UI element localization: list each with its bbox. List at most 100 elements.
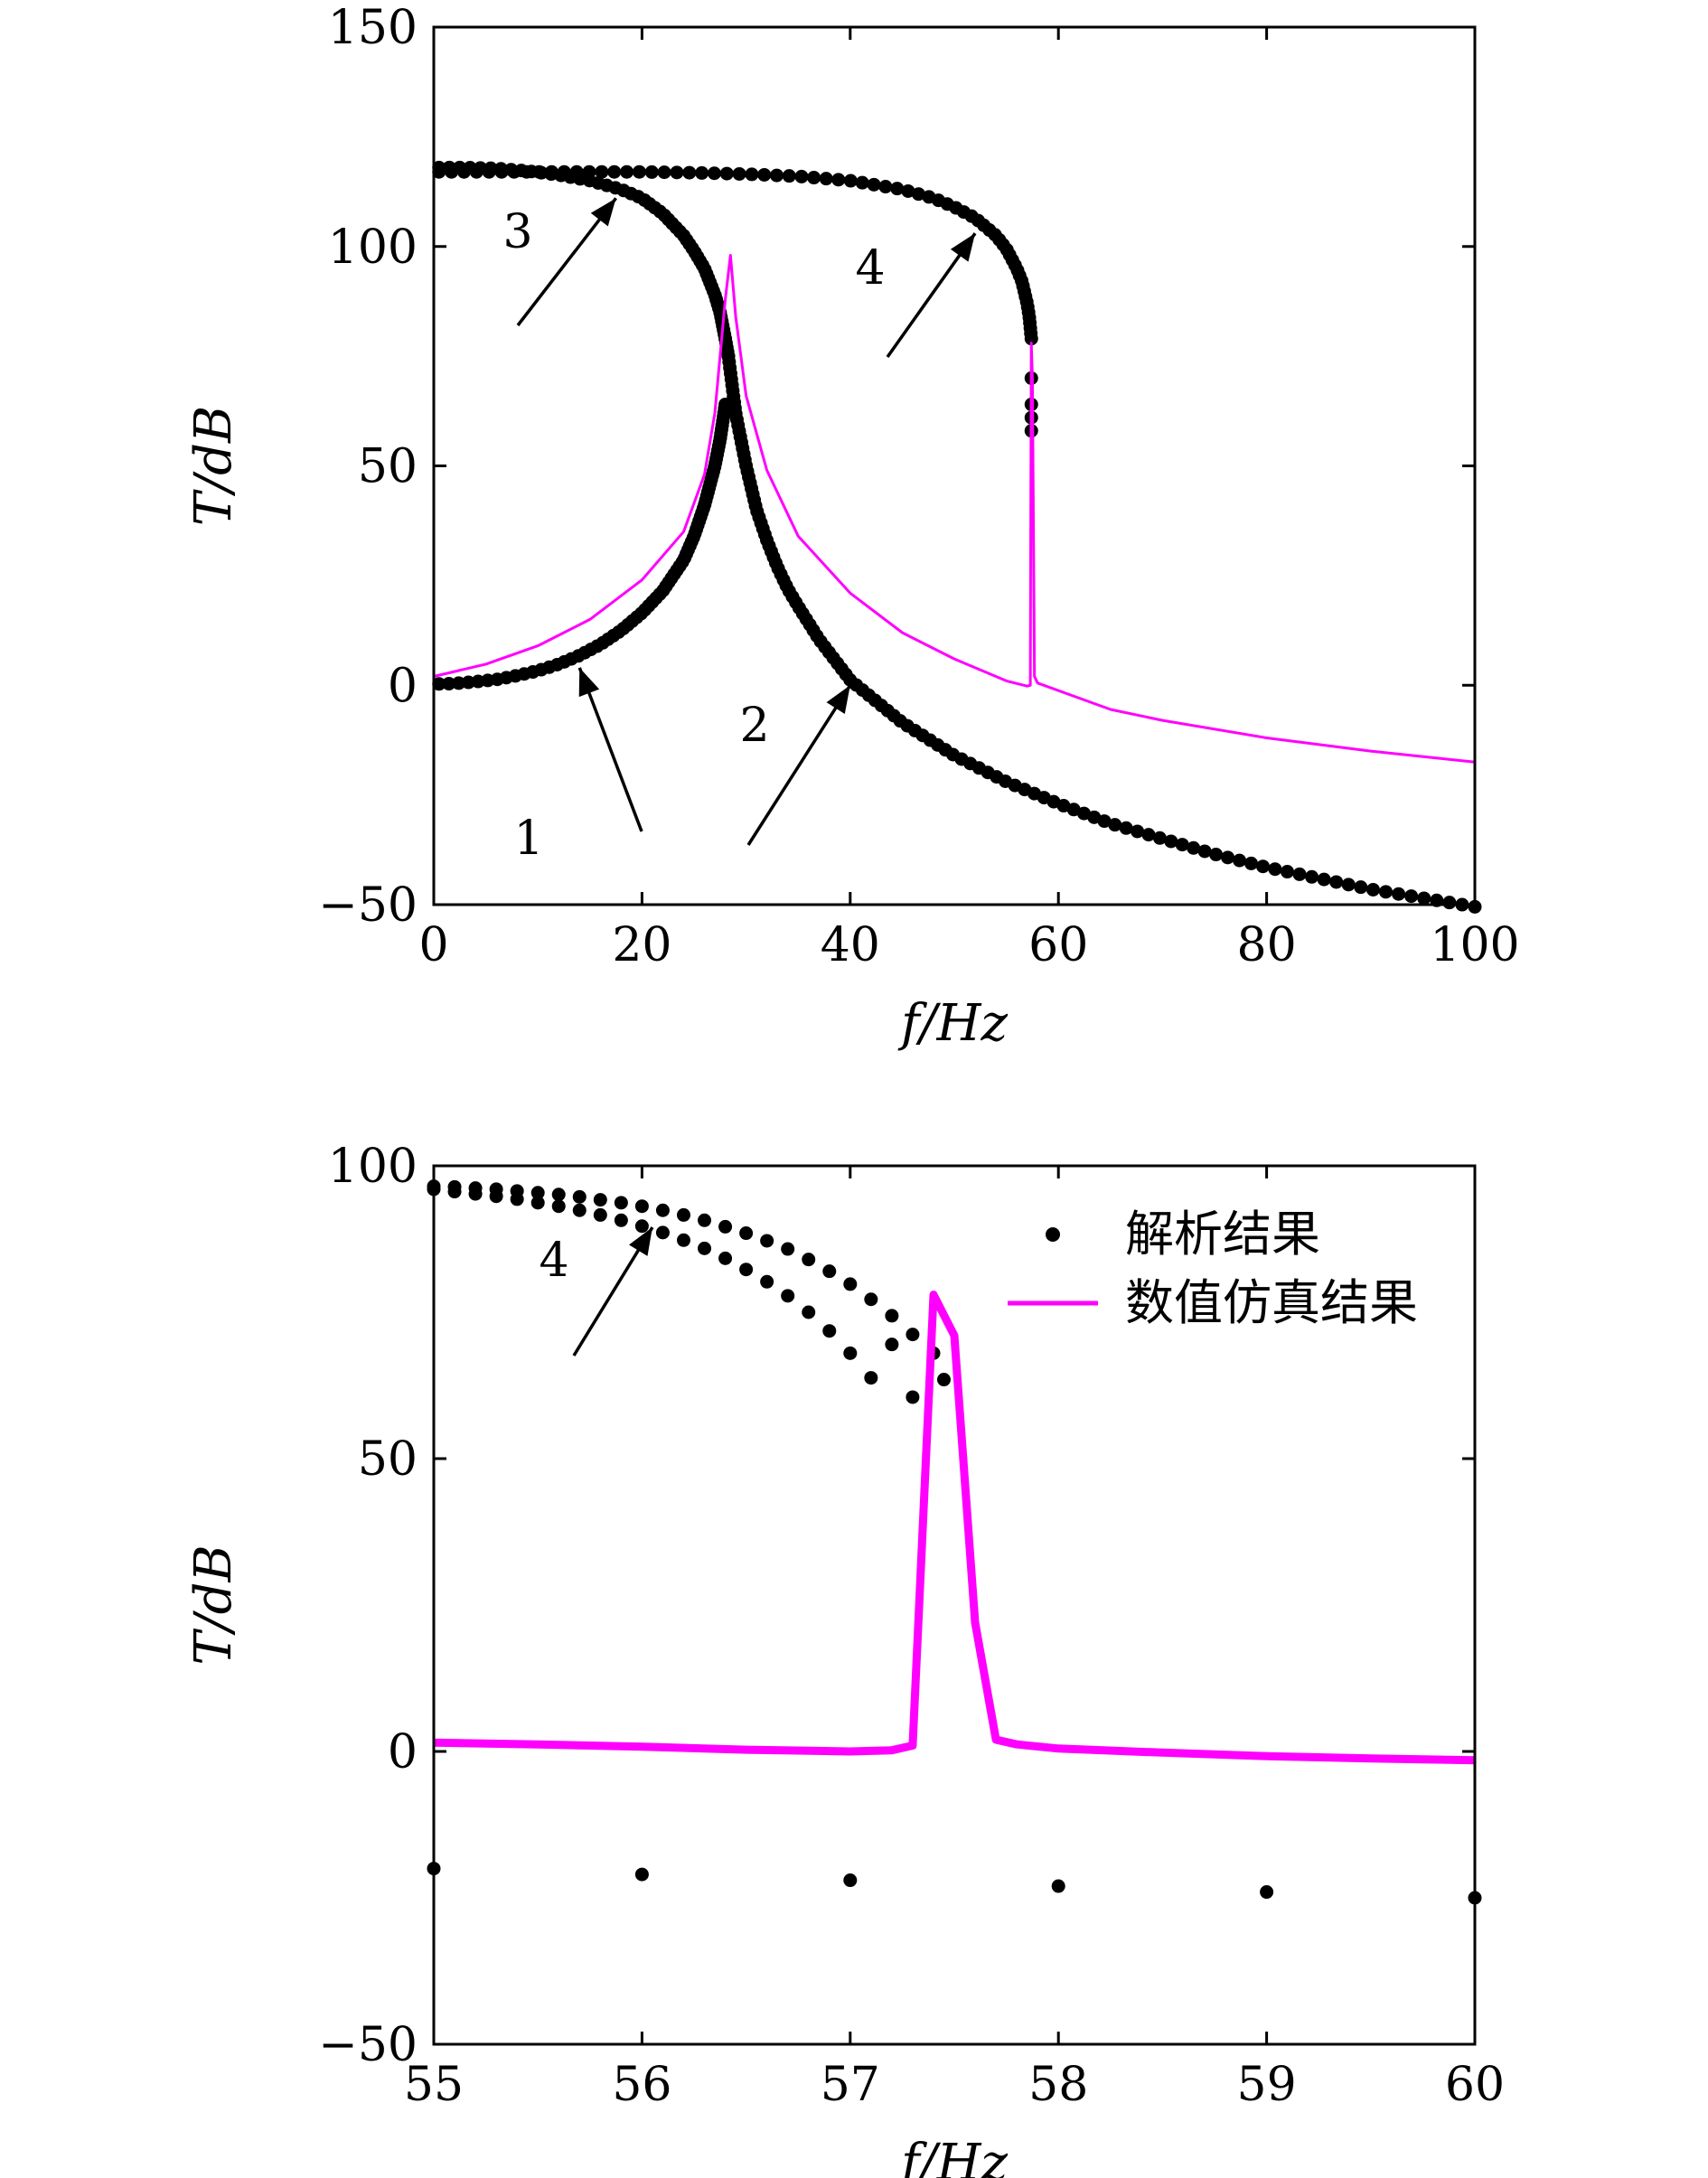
x-tick-label: 58 xyxy=(1028,2058,1088,2112)
data-point xyxy=(1108,818,1122,832)
data-point xyxy=(657,165,671,180)
data-point xyxy=(698,1213,712,1227)
data-point xyxy=(614,1196,628,1210)
data-point xyxy=(757,167,772,182)
x-tick-label: 59 xyxy=(1237,2058,1297,2112)
data-point xyxy=(655,1225,670,1240)
data-point xyxy=(634,1219,649,1234)
data-point xyxy=(718,1251,733,1265)
data-point xyxy=(532,164,547,179)
chart-bottom-marks xyxy=(427,1179,1482,1905)
data-point xyxy=(557,164,571,179)
data-point xyxy=(782,169,796,183)
data-point xyxy=(1087,810,1102,824)
data-point xyxy=(551,1199,566,1214)
data-point xyxy=(885,1338,899,1352)
data-point xyxy=(718,1219,733,1234)
data-point xyxy=(456,164,471,179)
data-point xyxy=(760,1274,774,1289)
chart-top-marks xyxy=(432,160,1482,914)
chart-top-annotations: 1 2 3 4 xyxy=(502,197,977,866)
data-point xyxy=(807,171,821,185)
annotation-label: 4 xyxy=(539,1234,568,1288)
data-point xyxy=(520,164,534,179)
data-point xyxy=(1417,891,1431,906)
data-point xyxy=(593,1207,607,1222)
data-point xyxy=(819,172,833,186)
data-point xyxy=(447,1185,462,1199)
data-point xyxy=(802,1305,816,1319)
data-point xyxy=(572,1189,587,1204)
legend-swatch-analytical xyxy=(1046,1227,1060,1242)
data-point xyxy=(906,1390,920,1404)
x-tick-label: 80 xyxy=(1237,918,1297,972)
data-point xyxy=(1024,332,1038,346)
x-tick-label: 20 xyxy=(612,918,671,972)
annotation-arrow-head xyxy=(950,233,976,262)
data-point xyxy=(1051,1879,1065,1893)
x-tick-label: 100 xyxy=(1430,918,1519,972)
data-point xyxy=(864,1371,878,1385)
data-point xyxy=(1305,869,1319,884)
data-point xyxy=(614,1213,628,1227)
data-point xyxy=(1392,887,1406,901)
annotation-arrow-shaft xyxy=(577,667,643,832)
data-point xyxy=(530,1186,545,1200)
data-point xyxy=(1256,859,1271,874)
data-point xyxy=(843,1346,858,1360)
data-point xyxy=(632,164,646,179)
annotation-arrow-head xyxy=(629,1227,652,1256)
data-point xyxy=(822,1264,837,1279)
data-point xyxy=(1097,814,1112,829)
x-tick-label: 40 xyxy=(821,918,880,972)
data-point xyxy=(885,1309,899,1323)
data-point xyxy=(732,166,746,181)
chart-bottom-y-axis-label: T/dB xyxy=(184,1544,243,1665)
data-point xyxy=(569,164,584,179)
data-point xyxy=(911,187,925,202)
data-point xyxy=(843,1277,858,1291)
annotation-arrow-head xyxy=(578,667,600,698)
data-point xyxy=(432,164,446,179)
data-point xyxy=(1187,840,1201,855)
data-point xyxy=(582,164,596,179)
data-point xyxy=(855,175,869,190)
data-point xyxy=(1076,806,1091,821)
data-point xyxy=(698,1241,712,1255)
data-point xyxy=(644,164,659,179)
data-point xyxy=(890,182,905,196)
y-tick-label: 0 xyxy=(388,1725,418,1779)
data-point xyxy=(551,1188,566,1202)
y-tick-label: 0 xyxy=(388,659,418,713)
data-point xyxy=(1260,1885,1274,1900)
data-point xyxy=(442,676,456,690)
data-point xyxy=(676,1233,690,1247)
data-point xyxy=(843,174,858,188)
data-point xyxy=(530,1196,545,1210)
data-point xyxy=(489,1189,503,1204)
data-point xyxy=(781,1289,795,1303)
data-point xyxy=(682,165,697,180)
chart-bottom-x-axis-label: f/Hz xyxy=(897,2134,1008,2178)
data-point xyxy=(676,1207,690,1222)
annotation-label: 3 xyxy=(502,205,532,259)
data-point xyxy=(1379,885,1394,899)
chart-bottom-axes: 55 56 57 58 59 60 −50 0 50 100 xyxy=(318,1140,1505,2112)
series-line-simulation xyxy=(433,254,1476,764)
data-point xyxy=(769,168,784,183)
data-point xyxy=(831,173,846,187)
data-point xyxy=(878,180,893,194)
data-point xyxy=(544,164,558,179)
data-point xyxy=(1244,856,1259,870)
data-point xyxy=(794,169,809,183)
y-tick-label: 100 xyxy=(328,221,418,275)
data-point xyxy=(620,164,634,179)
data-point xyxy=(1365,882,1380,897)
y-tick-label: 150 xyxy=(328,1,418,55)
data-point xyxy=(1152,831,1167,845)
data-point xyxy=(482,164,496,179)
data-point xyxy=(739,1263,754,1277)
y-tick-label: −50 xyxy=(318,2018,418,2072)
